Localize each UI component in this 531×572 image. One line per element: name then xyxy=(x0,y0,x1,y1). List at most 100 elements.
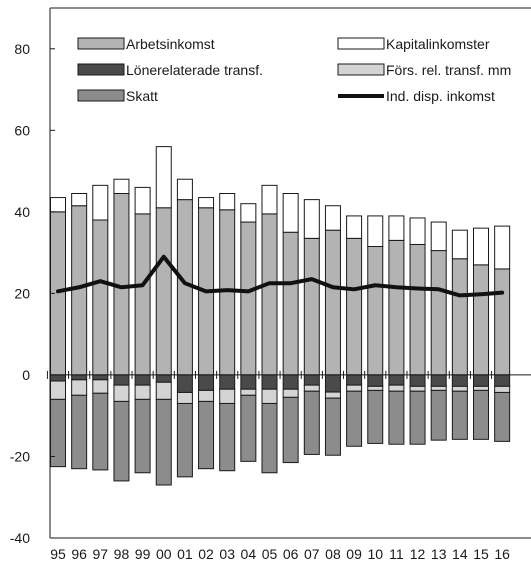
x-tick-label-98: 98 xyxy=(114,546,130,562)
bar-neg-1-15 xyxy=(473,385,489,391)
bar-neg-0-00 xyxy=(155,374,172,383)
bar-neg-1-97 xyxy=(92,379,109,394)
bar-pos-1-07 xyxy=(303,199,320,239)
bar-neg-1-06 xyxy=(282,388,299,398)
bar-pos-0-99 xyxy=(134,213,151,376)
bar-neg-0-07 xyxy=(303,374,320,386)
x-tick-label-02: 02 xyxy=(198,546,214,562)
bar-pos-0-08 xyxy=(324,229,341,376)
bar-pos-0-16 xyxy=(494,268,511,376)
bar-neg-1-98 xyxy=(113,384,130,402)
x-tick-label-96: 96 xyxy=(71,546,87,562)
bar-neg-0-08 xyxy=(324,374,341,393)
bar-pos-1-99 xyxy=(134,186,151,215)
bar-neg-2-05 xyxy=(261,402,278,474)
bar-neg-2-02 xyxy=(198,400,215,470)
x-tick-label-03: 03 xyxy=(219,546,235,562)
x-tick-label-07: 07 xyxy=(304,546,320,562)
bar-pos-1-03 xyxy=(219,193,236,211)
bar-neg-2-06 xyxy=(282,396,299,464)
bar-neg-2-98 xyxy=(113,400,130,482)
bar-pos-0-12 xyxy=(409,243,426,376)
bar-neg-2-13 xyxy=(430,389,447,441)
bar-neg-0-03 xyxy=(219,374,236,390)
x-tick-label-09: 09 xyxy=(346,546,362,562)
bar-neg-2-01 xyxy=(176,402,193,478)
y-tick-label-0: 0 xyxy=(22,367,30,383)
bar-pos-0-05 xyxy=(261,213,278,376)
x-tick-label-01: 01 xyxy=(177,546,193,562)
bar-pos-1-08 xyxy=(324,205,341,231)
bar-pos-1-12 xyxy=(409,217,426,245)
legend-label-0: Arbetsinkomst xyxy=(126,36,215,52)
bar-pos-1-01 xyxy=(176,178,193,201)
bar-neg-0-04 xyxy=(240,374,257,390)
bar-neg-1-11 xyxy=(388,384,405,392)
bar-neg-1-12 xyxy=(409,385,426,392)
bar-pos-0-13 xyxy=(430,250,447,376)
x-tick-label-99: 99 xyxy=(135,546,151,562)
bar-neg-1-00 xyxy=(155,381,172,400)
bar-neg-1-96 xyxy=(71,379,88,396)
legend-label-4: Skatt xyxy=(126,88,158,104)
bar-pos-0-09 xyxy=(346,237,363,376)
bar-neg-0-96 xyxy=(71,374,88,381)
legend-label-5: Ind. disp. inkomst xyxy=(386,88,495,104)
disp-income-line xyxy=(56,254,505,298)
bar-pos-1-16 xyxy=(494,225,511,270)
bar-neg-0-09 xyxy=(346,374,363,386)
x-tick-label-08: 08 xyxy=(325,546,341,562)
bar-neg-2-12 xyxy=(409,390,426,445)
y-tick-label-80: 80 xyxy=(14,41,30,57)
bar-pos-0-15 xyxy=(473,264,489,376)
bar-neg-2-14 xyxy=(451,390,468,440)
bar-neg-2-03 xyxy=(219,402,236,472)
x-tick-label-04: 04 xyxy=(241,546,257,562)
bar-neg-1-08 xyxy=(324,391,341,399)
bar-neg-0-12 xyxy=(409,374,426,387)
bar-pos-1-09 xyxy=(346,215,363,239)
bar-neg-0-05 xyxy=(261,374,278,390)
bar-neg-0-97 xyxy=(92,374,109,381)
bar-neg-0-16 xyxy=(494,374,511,387)
bar-pos-1-04 xyxy=(240,203,257,223)
bar-neg-2-16 xyxy=(494,391,511,442)
bar-neg-0-15 xyxy=(473,374,489,387)
y-tick-label--20: -20 xyxy=(10,448,30,464)
bar-pos-0-97 xyxy=(92,219,109,376)
bar-neg-1-09 xyxy=(346,384,363,392)
bar-neg-0-98 xyxy=(113,374,130,386)
x-tick-label-12: 12 xyxy=(410,546,426,562)
y-tick-label--40: -40 xyxy=(10,530,30,546)
bar-pos-1-15 xyxy=(473,227,489,266)
x-tick-label-97: 97 xyxy=(93,546,109,562)
bar-pos-1-05 xyxy=(261,184,278,215)
bar-neg-0-02 xyxy=(198,374,215,391)
x-tick-label-10: 10 xyxy=(367,546,383,562)
y-tick-label-60: 60 xyxy=(14,122,30,138)
bar-neg-2-11 xyxy=(388,390,405,445)
bar-neg-1-10 xyxy=(367,385,384,391)
bar-neg-1-07 xyxy=(303,384,320,392)
bar-pos-1-98 xyxy=(113,178,130,195)
bar-pos-1-06 xyxy=(282,193,299,233)
bar-neg-2-97 xyxy=(92,392,109,471)
x-tick-label-16: 16 xyxy=(494,546,510,562)
bar-neg-1-99 xyxy=(134,384,151,400)
bar-pos-0-00 xyxy=(155,207,172,376)
x-tick-label-15: 15 xyxy=(473,546,489,562)
bar-neg-1-01 xyxy=(176,391,193,404)
bar-neg-0-95 xyxy=(50,374,66,382)
x-tick-label-11: 11 xyxy=(389,546,404,562)
bar-neg-2-00 xyxy=(155,398,172,486)
x-tick-label-06: 06 xyxy=(283,546,299,562)
bar-neg-0-13 xyxy=(430,374,447,387)
bar-neg-1-13 xyxy=(430,385,447,391)
bar-pos-0-04 xyxy=(240,221,257,376)
bar-neg-2-96 xyxy=(71,394,88,470)
bar-neg-2-10 xyxy=(367,389,384,444)
bar-pos-1-97 xyxy=(92,184,109,221)
bar-pos-1-00 xyxy=(155,146,172,209)
